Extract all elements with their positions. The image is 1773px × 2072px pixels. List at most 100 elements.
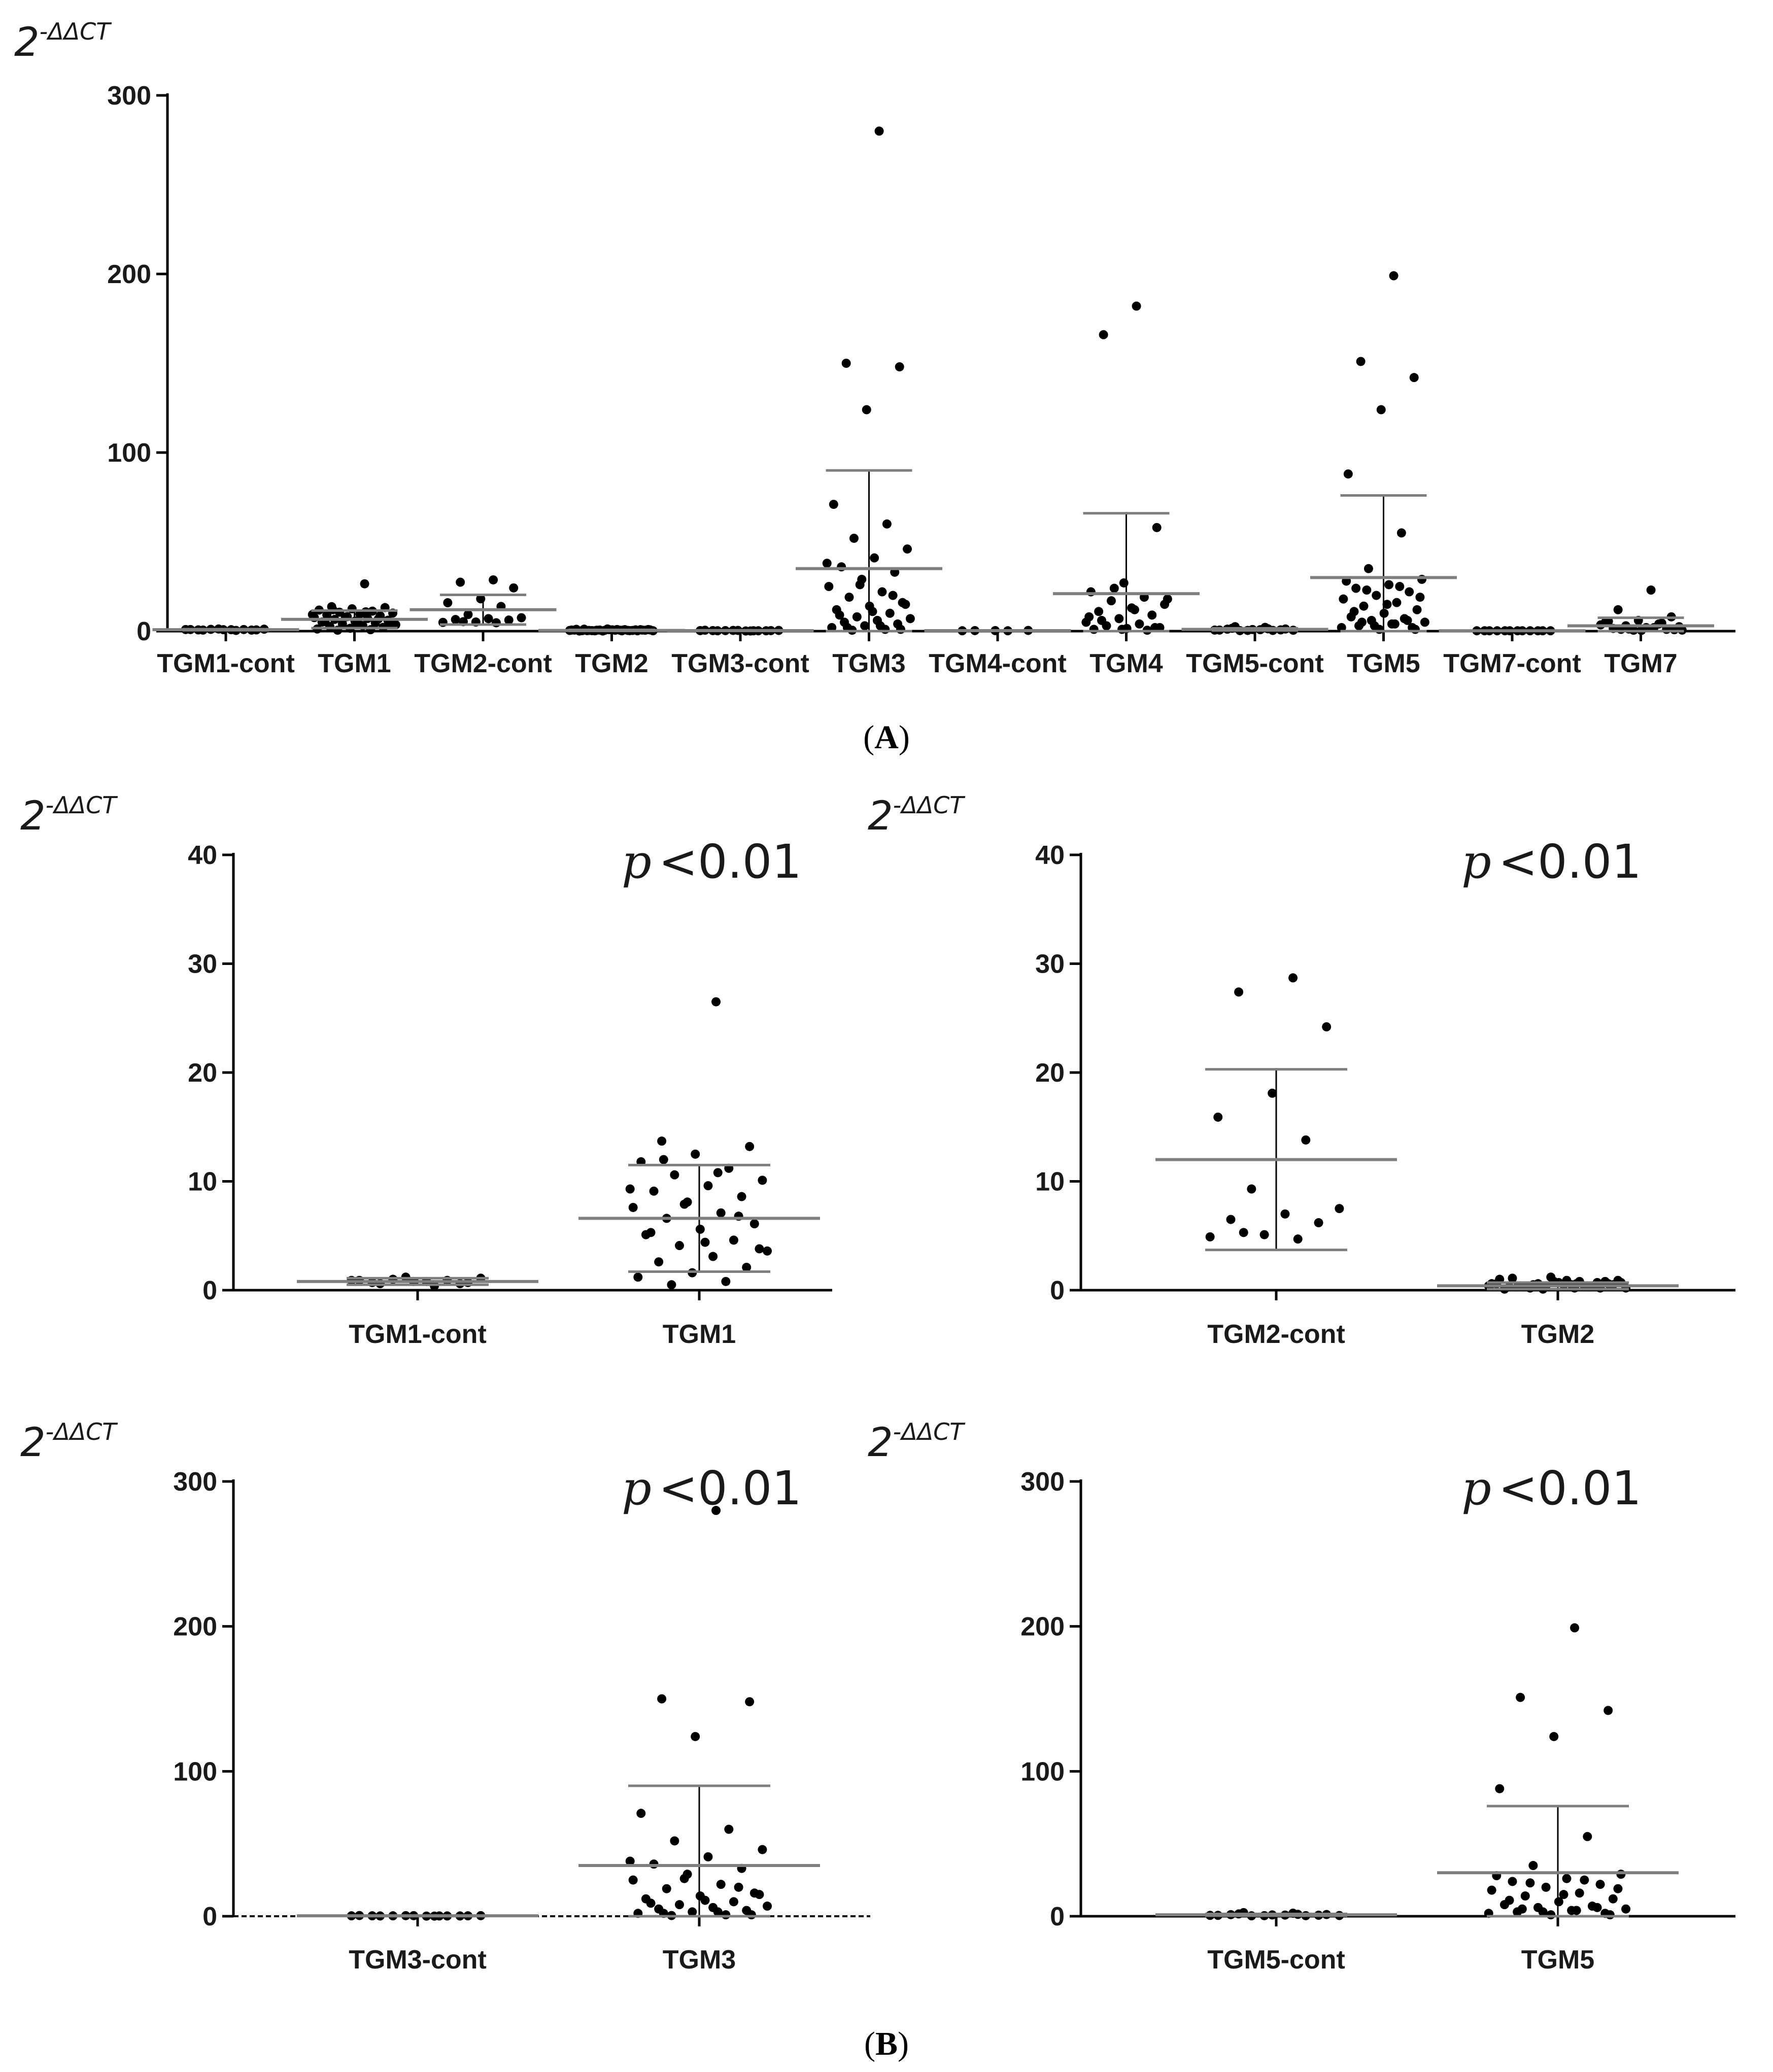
y-axis-label: 2-ΔΔCT (868, 791, 966, 839)
data-point (703, 1852, 713, 1861)
data-point (1508, 1273, 1517, 1283)
data-point (703, 1181, 713, 1191)
chart-b1: 2-ΔΔCT 0 10 20 30 40 TGM1-cont TGM1 p <0.01 (20, 791, 832, 1349)
data-point (1370, 621, 1379, 631)
data-point (829, 500, 838, 509)
group-tgm2: TGM2 (1437, 1272, 1679, 1349)
data-point (443, 598, 453, 608)
data-point (1538, 1907, 1548, 1917)
data-point (1403, 615, 1412, 625)
data-point (822, 559, 832, 568)
y-axis-label-exponent: -ΔΔCT (893, 1418, 966, 1445)
data-point (1575, 1888, 1584, 1898)
data-point (1114, 614, 1124, 624)
p-symbol: p (1461, 1461, 1491, 1515)
data-point (662, 1884, 671, 1893)
panel-label-a-letter: A (874, 719, 899, 756)
data-point (737, 1192, 746, 1201)
data-point (366, 625, 376, 635)
data-point (758, 1176, 767, 1185)
data-point (674, 1900, 684, 1910)
data-point (636, 1809, 646, 1818)
data-point (1390, 619, 1400, 629)
y-axis-label: 2-ΔΔCT (868, 1418, 966, 1466)
y-axis-label-exponent: -ΔΔCT (893, 791, 966, 819)
y-axis-label-base: 2 (868, 793, 893, 839)
data-point (308, 610, 317, 619)
data-point (509, 583, 519, 593)
y-axis-label: 2-ΔΔCT (20, 1418, 118, 1466)
x-tick-label: TGM1 (663, 1320, 736, 1349)
group-tgm3-cont: TGM3-cont (297, 1911, 538, 1975)
x-tick-label: TGM2-cont (414, 649, 552, 678)
group-tgm7-cont: TGM7-cont (1439, 626, 1586, 678)
y-tick-label: 100 (107, 438, 151, 468)
group-tgm2: TGM2 (538, 624, 685, 678)
data-point (1405, 587, 1414, 597)
data-point (489, 575, 498, 584)
data-point (870, 553, 879, 563)
data-point (905, 614, 915, 624)
data-point (1384, 580, 1394, 590)
data-point (1508, 1877, 1517, 1886)
y-axis-label-base: 2 (20, 1420, 46, 1466)
data-point (657, 1136, 667, 1146)
y-axis-label-exponent: -ΔΔCT (40, 18, 113, 45)
y-tick-label: 40 (1035, 841, 1065, 870)
data-point (1546, 1272, 1556, 1282)
group-tgm1: TGM1 (578, 997, 820, 1349)
data-point (628, 1875, 638, 1885)
y-tick-label: 200 (173, 1612, 217, 1642)
data-point (1646, 585, 1656, 595)
y-tick-label: 10 (1035, 1167, 1065, 1197)
x-tick-label: TGM2 (575, 649, 648, 678)
data-point (742, 1262, 752, 1272)
data-point (827, 623, 837, 632)
x-tick-label: TGM2 (1521, 1320, 1594, 1349)
data-point (1152, 523, 1162, 532)
y-tick-label: 40 (188, 841, 217, 870)
panel-label-b-letter: B (875, 2025, 898, 2062)
chart-b2: 2-ΔΔCT 0 10 20 30 40 TGM2-cont TGM2 p <0.01 (868, 791, 1735, 1349)
data-point (862, 405, 871, 415)
y-axis-label-exponent: -ΔΔCT (46, 791, 119, 819)
data-point (1595, 1880, 1605, 1889)
data-point (1572, 1906, 1581, 1915)
group-tgm4: TGM4 (1053, 301, 1200, 678)
y-axis-label-base: 2 (14, 20, 40, 65)
group-tgm5: TGM5 (1310, 271, 1457, 678)
data-point (1359, 601, 1369, 611)
data-point (1382, 600, 1392, 609)
group-tgm7: TGM7 (1567, 585, 1714, 678)
data-point (353, 618, 363, 628)
data-point (517, 613, 526, 623)
data-point (1117, 625, 1127, 634)
y-tick-label: 200 (1020, 1612, 1065, 1642)
data-point (679, 1874, 689, 1883)
data-point (1559, 1890, 1569, 1900)
data-point (347, 604, 357, 613)
chart-a: 2-ΔΔCT 0 100 200 300 TGM1-cont TGM1 TGM2-cont TG… (14, 18, 1735, 678)
data-point (1376, 405, 1386, 415)
chart-b4: 2-ΔΔCT 0 100 200 300 TGM5-cont TGM5 p <0.01 (868, 1418, 1735, 1975)
data-point (1280, 1209, 1290, 1219)
data-point (1337, 623, 1346, 632)
data-point (1525, 1878, 1535, 1888)
data-point (721, 1276, 731, 1286)
data-point (1084, 612, 1094, 621)
data-point (1259, 1230, 1269, 1239)
data-point (729, 1897, 738, 1907)
x-tick-label: TGM3 (663, 1945, 736, 1975)
group-tgm2-cont: TGM2-cont (410, 575, 557, 678)
data-point (1130, 605, 1139, 614)
data-point (1570, 1623, 1580, 1633)
data-point (1147, 610, 1157, 620)
data-point (716, 1880, 726, 1889)
data-point (1613, 1884, 1623, 1893)
data-point (1583, 1832, 1592, 1841)
data-point (688, 1907, 697, 1917)
data-point (852, 612, 862, 621)
data-point (842, 623, 852, 632)
data-point (1541, 1882, 1551, 1892)
data-point (1409, 373, 1419, 383)
